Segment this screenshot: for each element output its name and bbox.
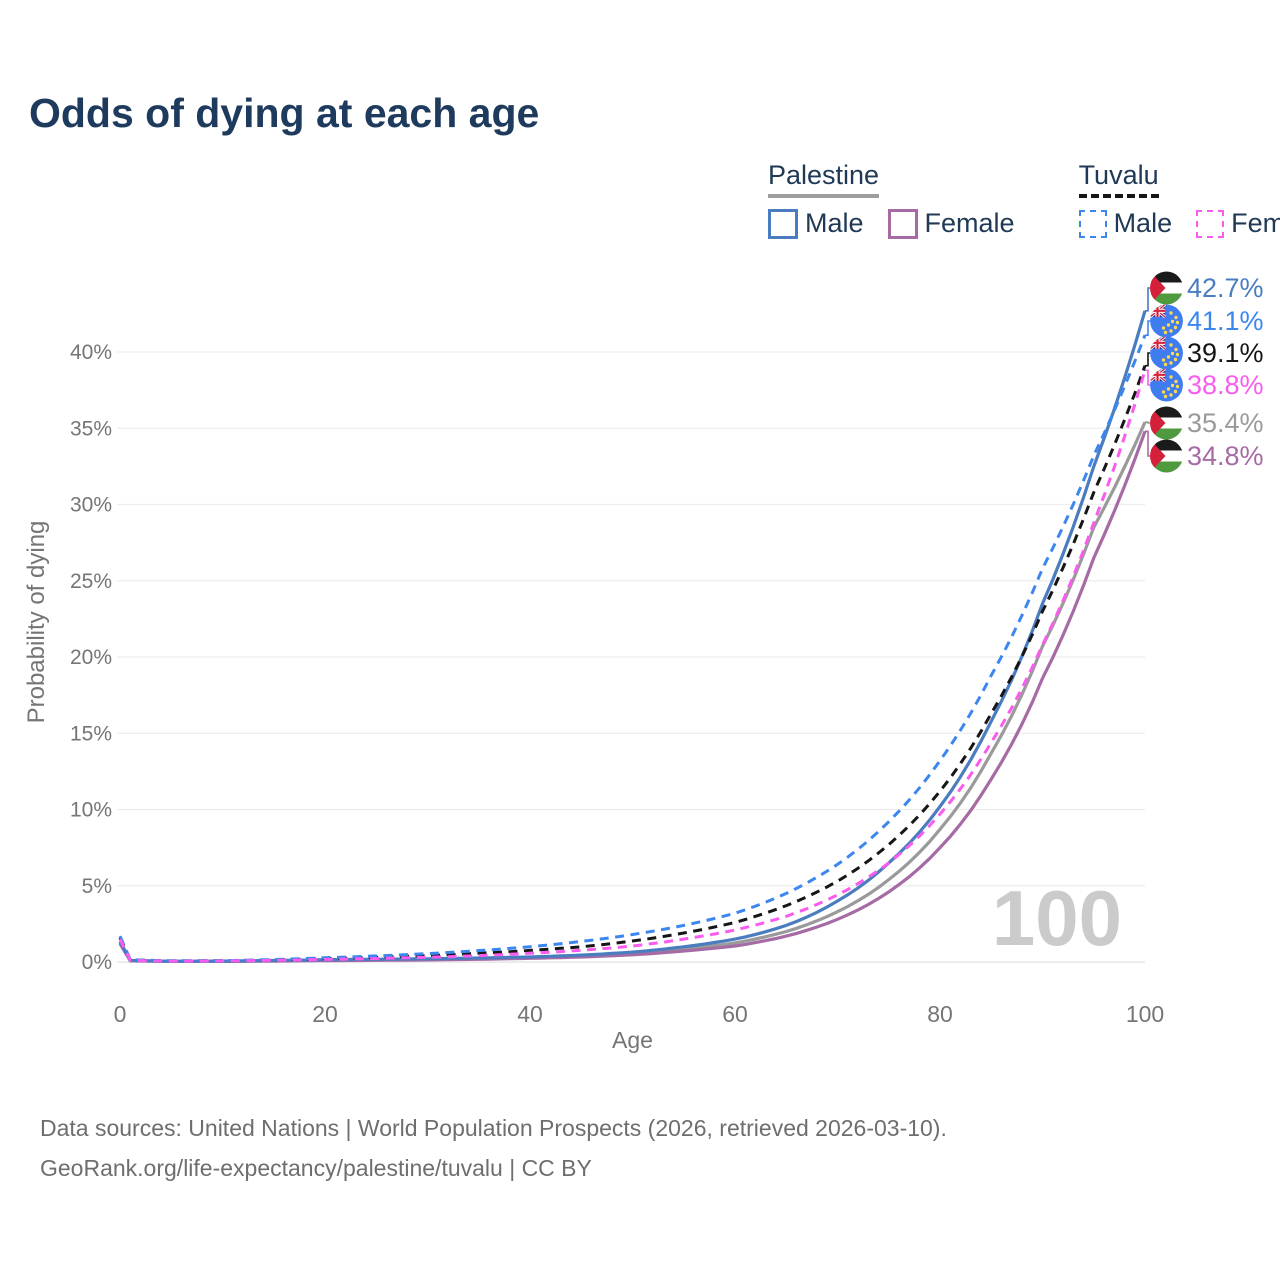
series-line-palestine-male [118,310,1147,963]
end-value-label: 39.1% [1187,338,1264,368]
y-tick-label: 5% [82,875,112,898]
footer: Data sources: United Nations | World Pop… [40,1108,947,1188]
x-tick-label: 100 [1126,1001,1164,1027]
legend-item-palestine-male[interactable]: Male [768,208,864,239]
y-tick-label: 20% [70,646,112,669]
legend-item-label: Male [805,208,864,238]
end-value-label: 35.4% [1187,408,1264,438]
series-line-tuvalu-female [118,369,1147,963]
legend-item-palestine-female[interactable]: Female [887,208,1015,239]
page-title: Odds of dying at each age [29,90,540,136]
end-value-label: 34.8% [1187,441,1264,471]
footer-sources: Data sources: United Nations | World Pop… [40,1115,947,1141]
y-tick-label: 40% [70,341,112,364]
tuvalu-male-swatch-icon[interactable] [1078,209,1107,238]
end-label-connector [1145,369,1150,386]
legend-item-tuvalu-male[interactable]: Male [1078,208,1173,239]
tuvalu-flag-icon [1150,304,1183,338]
legend-item-label: Male [1113,208,1173,238]
y-tick-label: 35% [70,417,112,440]
x-tick-label: 40 [517,1001,543,1027]
legend-group-tuvalu: Tuvalu Male Female [1078,160,1280,239]
series-line-tuvalu-male [118,334,1147,963]
y-axis-title: Probability of dying [23,521,50,724]
x-axis-title: Age [612,1027,653,1053]
end-value-label: 38.8% [1187,370,1264,400]
legend-item-label: Female [1231,208,1280,238]
footer-attribution: GeoRank.org/life-expectancy/palestine/tu… [40,1155,592,1181]
y-tick-label: 25% [70,570,112,593]
legend-group-palestine-header[interactable]: Palestine [768,160,880,198]
y-tick-label: 15% [70,722,112,745]
watermark: 100 [992,874,1122,962]
end-label-connector [1145,352,1150,367]
palestine-flag-icon [1150,406,1183,440]
tuvalu-female-swatch-icon[interactable] [1196,209,1225,238]
legend: Palestine Male Female Tuvalu Male [768,160,1280,239]
x-tick-label: 0 [114,1001,127,1027]
end-label-connector [1145,421,1150,424]
palestine-flag-icon [1150,271,1183,305]
legend-item-tuvalu-female[interactable]: Female [1196,208,1280,239]
tuvalu-flag-icon [1150,368,1183,402]
palestine-flag-icon [1150,439,1183,473]
x-tick-label: 20 [312,1001,338,1027]
end-label-connector [1145,320,1150,336]
x-tick-label: 80 [927,1001,953,1027]
end-value-label: 42.7% [1187,273,1264,303]
series-line-tuvalu-both-sexes- [118,365,1147,963]
y-tick-label: 10% [70,799,112,822]
end-label-connector [1145,430,1150,457]
end-value-label: 41.1% [1187,306,1264,336]
end-label-connector [1145,287,1150,312]
palestine-male-swatch-icon[interactable] [768,208,798,239]
x-tick-label: 60 [722,1001,748,1027]
legend-item-label: Female [924,208,1015,238]
palestine-female-swatch-icon[interactable] [887,208,918,239]
tuvalu-flag-icon [1150,336,1183,370]
legend-group-tuvalu-header[interactable]: Tuvalu [1078,160,1159,198]
y-tick-label: 0% [82,951,112,974]
legend-group-palestine: Palestine Male Female [768,160,1015,239]
y-tick-label: 30% [70,494,112,517]
